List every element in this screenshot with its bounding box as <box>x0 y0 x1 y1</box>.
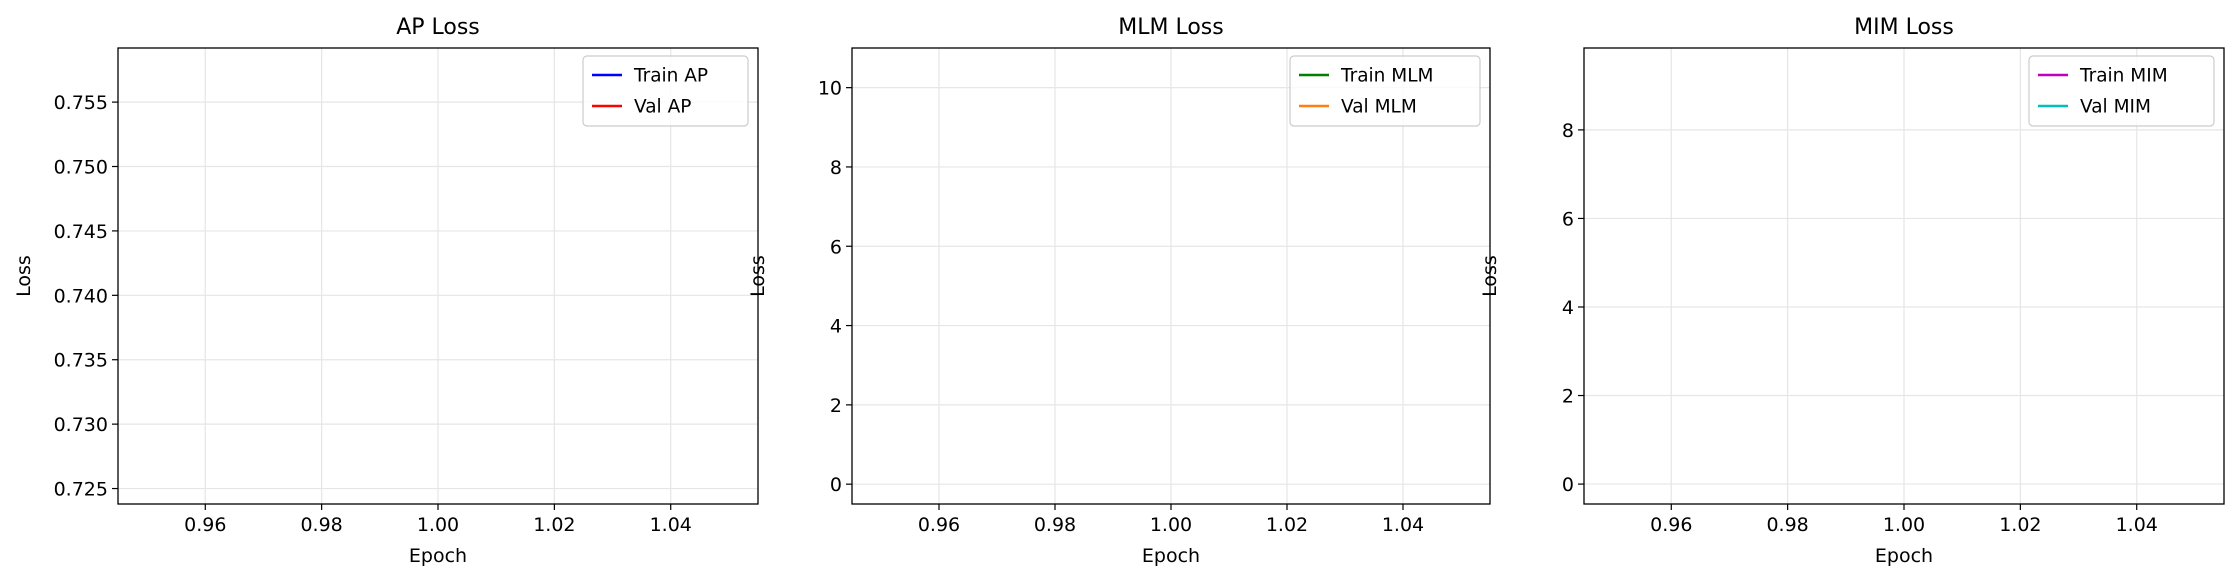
chart-title: MIM Loss <box>1854 15 1954 40</box>
y-tick-label: 0 <box>1562 474 1574 496</box>
x-tick-label: 1.00 <box>417 514 459 536</box>
y-tick-label: 0.725 <box>54 479 108 501</box>
x-axis-label: Epoch <box>1875 545 1933 567</box>
x-tick-label: 0.96 <box>184 514 226 536</box>
legend-label: Val MIM <box>2080 97 2151 118</box>
x-tick-label: 1.04 <box>2116 514 2158 536</box>
legend-label: Val AP <box>634 97 691 118</box>
x-tick-label: 1.02 <box>533 514 575 536</box>
y-tick-label: 8 <box>1562 120 1574 142</box>
y-tick-label: 0 <box>830 474 842 496</box>
y-axis-label: Loss <box>1479 255 1501 297</box>
y-tick-label: 0.730 <box>54 414 108 436</box>
x-tick-label: 1.02 <box>1266 514 1308 536</box>
legend: Train MLM Val MLM <box>1289 55 1481 127</box>
y-tick-label: 0.745 <box>54 221 108 243</box>
x-tick-label: 0.96 <box>918 514 960 536</box>
x-tick-label: 0.96 <box>1650 514 1692 536</box>
x-tick-label: 1.02 <box>1999 514 2041 536</box>
y-tick-label: 0.755 <box>54 92 108 114</box>
x-axis-label: Epoch <box>409 545 467 567</box>
x-tick-label: 1.00 <box>1150 514 1192 536</box>
y-tick-label: 0.750 <box>54 157 108 179</box>
legend: Train MIM Val MIM <box>2028 55 2215 127</box>
legend-box <box>582 55 749 127</box>
y-tick-label: 2 <box>1562 386 1574 408</box>
chart-panel-3: 0.96 0.98 1.00 1.02 1.04 0 2 4 6 8 MIM Loss Epoch Lo… <box>1479 15 2225 567</box>
x-tick-label: 1.00 <box>1883 514 1925 536</box>
y-tick-label: 8 <box>830 157 842 179</box>
legend-label: Train MIM <box>2079 66 2168 87</box>
y-tick-label: 6 <box>830 236 842 258</box>
y-tick-label: 4 <box>830 316 842 338</box>
y-axis-label: Loss <box>13 255 35 297</box>
y-tick-label: 0.735 <box>54 350 108 372</box>
chart-title: MLM Loss <box>1118 15 1223 40</box>
y-axis-label: Loss <box>747 255 769 297</box>
legend-box <box>2028 55 2215 127</box>
y-tick-label: 4 <box>1562 297 1574 319</box>
y-tick-label: 0.740 <box>54 285 108 307</box>
chart-panel-1: 0.96 0.98 1.00 1.02 1.04 0.725 0.730 0.735 0.740… <box>13 15 759 567</box>
legend-label: Train MLM <box>1340 66 1434 87</box>
x-tick-label: 0.98 <box>1766 514 1808 536</box>
chart-panel-2: 0.96 0.98 1.00 1.02 1.04 0 2 4 6 8 10 MLM Loss Epoch… <box>747 15 1491 567</box>
x-tick-label: 1.04 <box>1382 514 1424 536</box>
x-tick-label: 0.98 <box>300 514 342 536</box>
legend-box <box>1289 55 1481 127</box>
x-tick-label: 1.04 <box>650 514 692 536</box>
x-tick-label: 0.98 <box>1034 514 1076 536</box>
x-axis-label: Epoch <box>1142 545 1200 567</box>
y-tick-label: 10 <box>818 78 842 100</box>
chart-title: AP Loss <box>396 15 480 40</box>
y-tick-label: 6 <box>1562 208 1574 230</box>
legend: Train AP Val AP <box>582 55 749 127</box>
y-tick-label: 2 <box>830 395 842 417</box>
legend-label: Val MLM <box>1341 97 1417 118</box>
legend-label: Train AP <box>633 66 708 87</box>
